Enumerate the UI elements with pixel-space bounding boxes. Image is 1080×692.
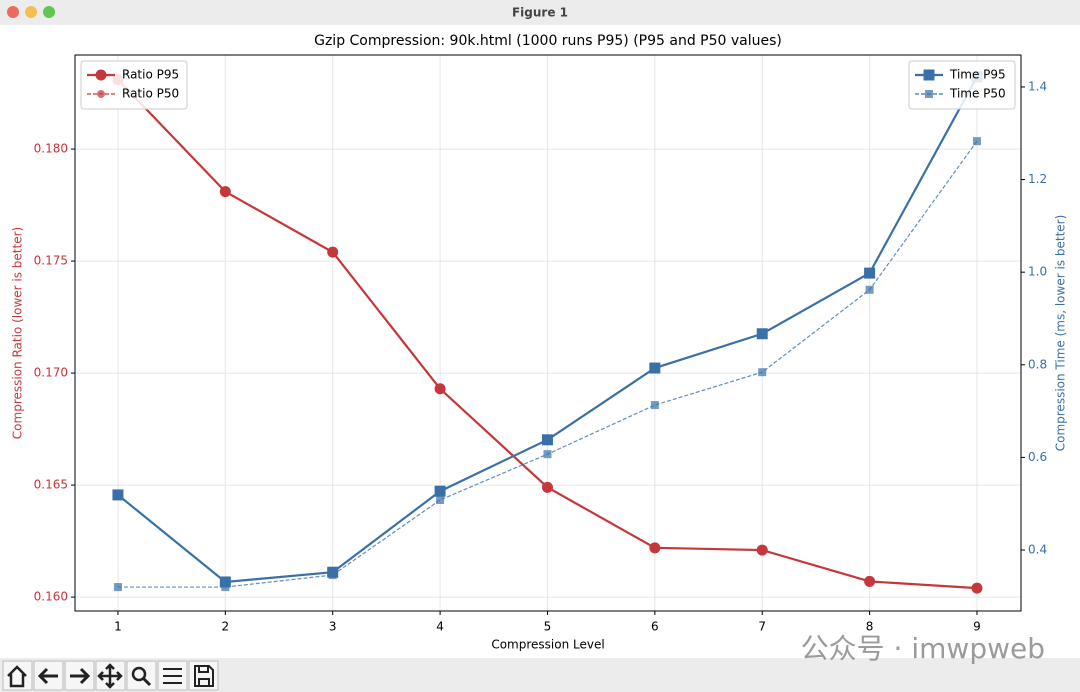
close-button[interactable] <box>7 6 19 18</box>
x-tick-label: 6 <box>651 620 659 634</box>
window-title: Figure 1 <box>512 6 568 20</box>
y2-tick-label: 1.0 <box>1028 265 1047 279</box>
marker <box>219 576 231 588</box>
chart-title: Gzip Compression: 90k.html (1000 runs P9… <box>314 33 782 49</box>
x-tick-label: 4 <box>436 620 444 634</box>
legend-label: Ratio P95 <box>122 68 179 82</box>
x-axis-label: Compression Level <box>491 638 604 652</box>
marker <box>436 384 445 393</box>
y2-axis-label: Compression Time (ms, lower is better) <box>1054 215 1068 452</box>
marker <box>756 328 768 340</box>
marker <box>113 583 122 592</box>
marker <box>436 496 445 505</box>
legend-label: Time P50 <box>949 87 1006 101</box>
y-tick-label: 0.160 <box>34 590 68 604</box>
back-icon <box>37 667 58 685</box>
legend-marker <box>97 90 105 98</box>
watermark: 公众号 · imwpweb <box>801 632 1045 665</box>
marker <box>650 543 659 552</box>
marker <box>758 546 767 555</box>
marker <box>328 248 337 257</box>
marker <box>865 577 874 586</box>
legend-box <box>908 60 1016 110</box>
y-tick-label: 0.170 <box>34 366 68 380</box>
marker <box>650 401 659 410</box>
x-tick-label: 1 <box>114 620 122 634</box>
marker <box>758 368 767 377</box>
marker <box>221 187 230 196</box>
marker <box>543 450 552 459</box>
legend-label: Ratio P50 <box>122 87 179 101</box>
legend-label: Time P95 <box>949 68 1006 82</box>
x-tick-label: 8 <box>866 620 874 634</box>
legend-marker <box>923 69 935 81</box>
y-axis-label: Compression Ratio (lower is better) <box>11 227 25 439</box>
zoom-icon <box>131 666 147 682</box>
save-icon <box>194 665 214 687</box>
legend-marker <box>95 69 107 81</box>
marker <box>328 571 337 580</box>
y2-tick-label: 1.4 <box>1028 79 1047 93</box>
forward-icon <box>70 667 91 685</box>
y-tick-label: 0.175 <box>34 254 68 268</box>
y-tick-label: 0.180 <box>34 142 68 156</box>
configure-icon <box>163 668 182 684</box>
y-tick-label: 0.165 <box>34 478 68 492</box>
legend-marker <box>925 90 933 98</box>
x-tick-label: 2 <box>222 620 230 634</box>
marker <box>541 434 553 446</box>
marker <box>434 485 446 497</box>
y2-tick-label: 1.2 <box>1028 172 1047 186</box>
x-tick-label: 7 <box>758 620 766 634</box>
marker <box>112 489 124 501</box>
y2-tick-label: 0.4 <box>1028 543 1047 557</box>
x-tick-label: 3 <box>329 620 337 634</box>
plot-frame <box>74 54 1022 612</box>
zoom-button[interactable] <box>43 6 55 18</box>
pan-icon <box>97 663 123 689</box>
x-tick-label: 5 <box>544 620 552 634</box>
zoom-tool-button[interactable] <box>126 660 157 691</box>
marker <box>221 583 230 592</box>
marker <box>864 267 876 279</box>
toolbar-icons <box>2 660 219 691</box>
marker <box>865 285 874 294</box>
x-tick-label: 9 <box>973 620 981 634</box>
minimize-button[interactable] <box>25 6 37 18</box>
marker <box>972 137 981 146</box>
marker <box>972 584 981 593</box>
zoom-icon-handle <box>141 676 152 687</box>
home-icon <box>7 665 27 688</box>
y2-tick-label: 0.8 <box>1028 357 1047 371</box>
marker <box>543 483 552 492</box>
marker <box>649 362 661 374</box>
title-bar <box>0 0 1080 25</box>
legend-box <box>80 60 188 110</box>
y2-tick-label: 0.6 <box>1028 450 1047 464</box>
